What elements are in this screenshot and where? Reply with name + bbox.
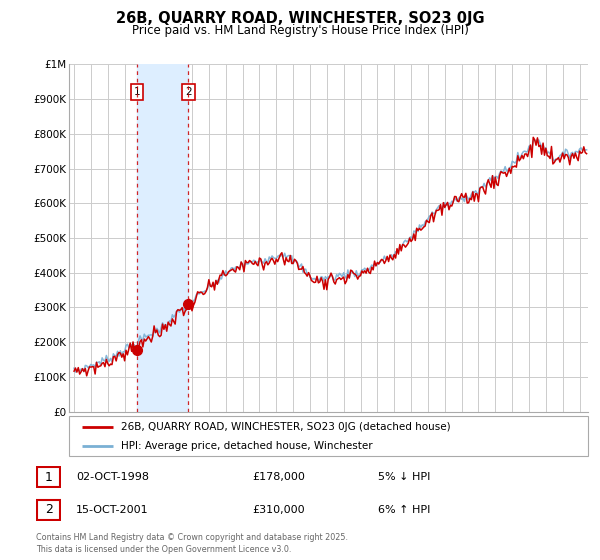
FancyBboxPatch shape [37, 500, 60, 520]
Text: 2: 2 [44, 503, 53, 516]
Text: Contains HM Land Registry data © Crown copyright and database right 2025.
This d: Contains HM Land Registry data © Crown c… [36, 533, 348, 554]
Text: HPI: Average price, detached house, Winchester: HPI: Average price, detached house, Winc… [121, 441, 373, 450]
FancyBboxPatch shape [69, 416, 588, 456]
Text: 6% ↑ HPI: 6% ↑ HPI [378, 505, 430, 515]
Text: £310,000: £310,000 [252, 505, 305, 515]
Text: 26B, QUARRY ROAD, WINCHESTER, SO23 0JG (detached house): 26B, QUARRY ROAD, WINCHESTER, SO23 0JG (… [121, 422, 451, 432]
Text: 1: 1 [44, 470, 53, 484]
Text: 02-OCT-1998: 02-OCT-1998 [76, 472, 149, 482]
Text: Price paid vs. HM Land Registry's House Price Index (HPI): Price paid vs. HM Land Registry's House … [131, 24, 469, 36]
Text: 15-OCT-2001: 15-OCT-2001 [76, 505, 149, 515]
Bar [137, 64, 188, 412]
FancyBboxPatch shape [37, 467, 60, 487]
Text: £178,000: £178,000 [252, 472, 305, 482]
Text: 5% ↓ HPI: 5% ↓ HPI [378, 472, 430, 482]
Text: 2: 2 [185, 87, 192, 97]
Text: 1: 1 [134, 87, 140, 97]
Text: 26B, QUARRY ROAD, WINCHESTER, SO23 0JG: 26B, QUARRY ROAD, WINCHESTER, SO23 0JG [116, 11, 484, 26]
